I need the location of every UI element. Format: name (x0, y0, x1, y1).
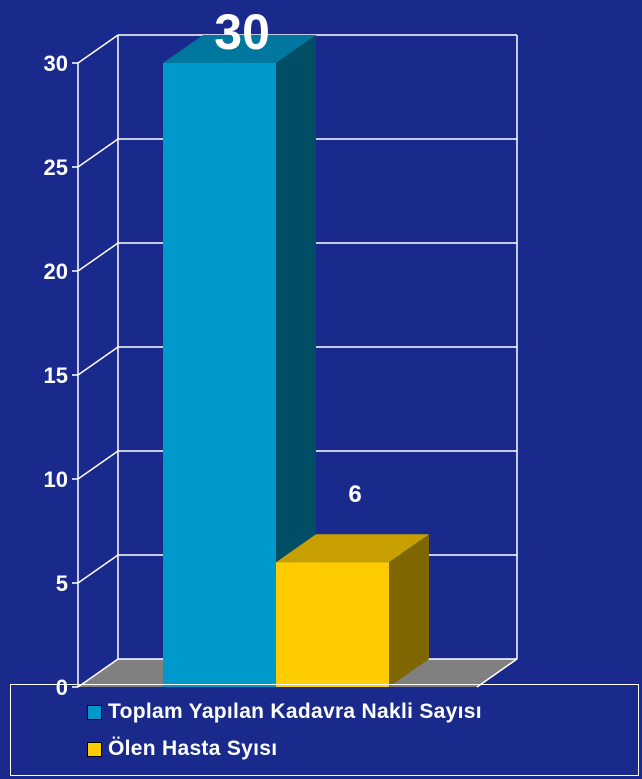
y-tick-label: 0 (56, 675, 68, 700)
legend-item-deceased-patients: Ölen Hasta Syısı (87, 737, 277, 761)
bar-top-0 (163, 35, 316, 63)
gridline-side (77, 450, 119, 480)
gridline-side (77, 138, 119, 168)
legend: Toplam Yapılan Kadavra Nakli Sayısı Ölen… (10, 684, 639, 776)
y-tick-label: 25 (44, 155, 68, 180)
gridline-side (77, 346, 119, 376)
floor-right-edge (476, 658, 518, 688)
y-tick-label: 10 (44, 467, 68, 492)
gridline-side (77, 242, 119, 272)
bar-side-0 (276, 35, 316, 687)
gridline-side (77, 34, 119, 64)
bar-top-1 (276, 534, 429, 563)
bar-front-1 (276, 562, 389, 687)
gridline-side (77, 658, 119, 688)
bar-data-label-1: 6 (348, 481, 361, 508)
y-tick-label: 15 (44, 363, 68, 388)
y-tick-label: 20 (44, 259, 68, 284)
legend-label-total-transplants: Toplam Yapılan Kadavra Nakli Sayısı (108, 700, 482, 723)
legend-label-deceased-patients: Ölen Hasta Syısı (108, 737, 278, 760)
legend-item-total-transplants: Toplam Yapılan Kadavra Nakli Sayısı (87, 700, 482, 724)
legend-swatch-yellow (87, 741, 102, 757)
gridline-side (77, 554, 119, 584)
y-tick-label: 30 (44, 51, 68, 76)
bar-front-0 (163, 63, 276, 687)
bar-data-label-0: 30 (214, 4, 270, 60)
bar-side-1 (389, 534, 429, 687)
legend-swatch-cyan (87, 704, 102, 720)
y-tick-label: 5 (56, 571, 68, 596)
